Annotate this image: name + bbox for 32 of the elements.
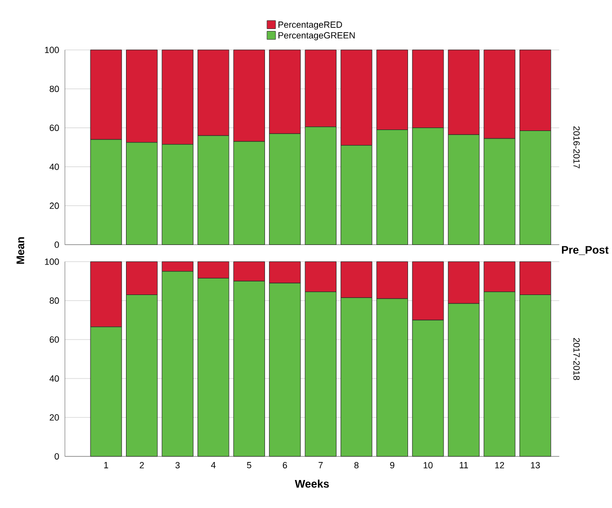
y2-axis-title: 2017-2018 — [573, 338, 580, 380]
y-tick-label: 100 — [45, 46, 59, 53]
x-tick-label: 7 — [318, 462, 323, 468]
x-tick-label: 8 — [354, 462, 359, 468]
y-tick-label: 0 — [54, 241, 59, 248]
y-tick-label: 20 — [50, 414, 59, 420]
x-tick-label: 9 — [390, 462, 394, 468]
y-tick-label: 80 — [50, 297, 59, 304]
x-tick-label: 13 — [530, 462, 540, 468]
y-tick-label: 0 — [54, 453, 59, 460]
x-tick-label: 12 — [495, 462, 504, 468]
x-tick-label: 11 — [460, 462, 468, 468]
y-tick-label: 40 — [50, 375, 59, 382]
x-tick-label: 3 — [175, 462, 180, 468]
x-tick-label: 5 — [247, 462, 252, 468]
x-tick-label: 4 — [211, 462, 216, 468]
y-tick-label: 80 — [50, 86, 59, 92]
y2-axis-title: 2016-2017 — [573, 126, 580, 168]
y-tick-label: 100 — [45, 258, 59, 265]
x-tick-label: 10 — [424, 462, 433, 468]
legend-label: PercentageRED — [278, 21, 342, 30]
x-tick-label: 2 — [140, 462, 144, 468]
x-axis-title: Weeks — [294, 479, 329, 488]
y-tick-label: 60 — [50, 124, 59, 131]
y-tick-label: 40 — [50, 163, 59, 170]
text: Pre_Post — [562, 246, 609, 255]
x-tick-label: 1 — [104, 462, 108, 468]
y-tick-label: 60 — [50, 336, 59, 343]
y-axis-title: Mean — [16, 237, 24, 264]
x-tick-label: 6 — [282, 462, 287, 468]
y-tick-label: 20 — [50, 202, 59, 209]
legend-label: PercentageGREEN — [278, 32, 355, 40]
